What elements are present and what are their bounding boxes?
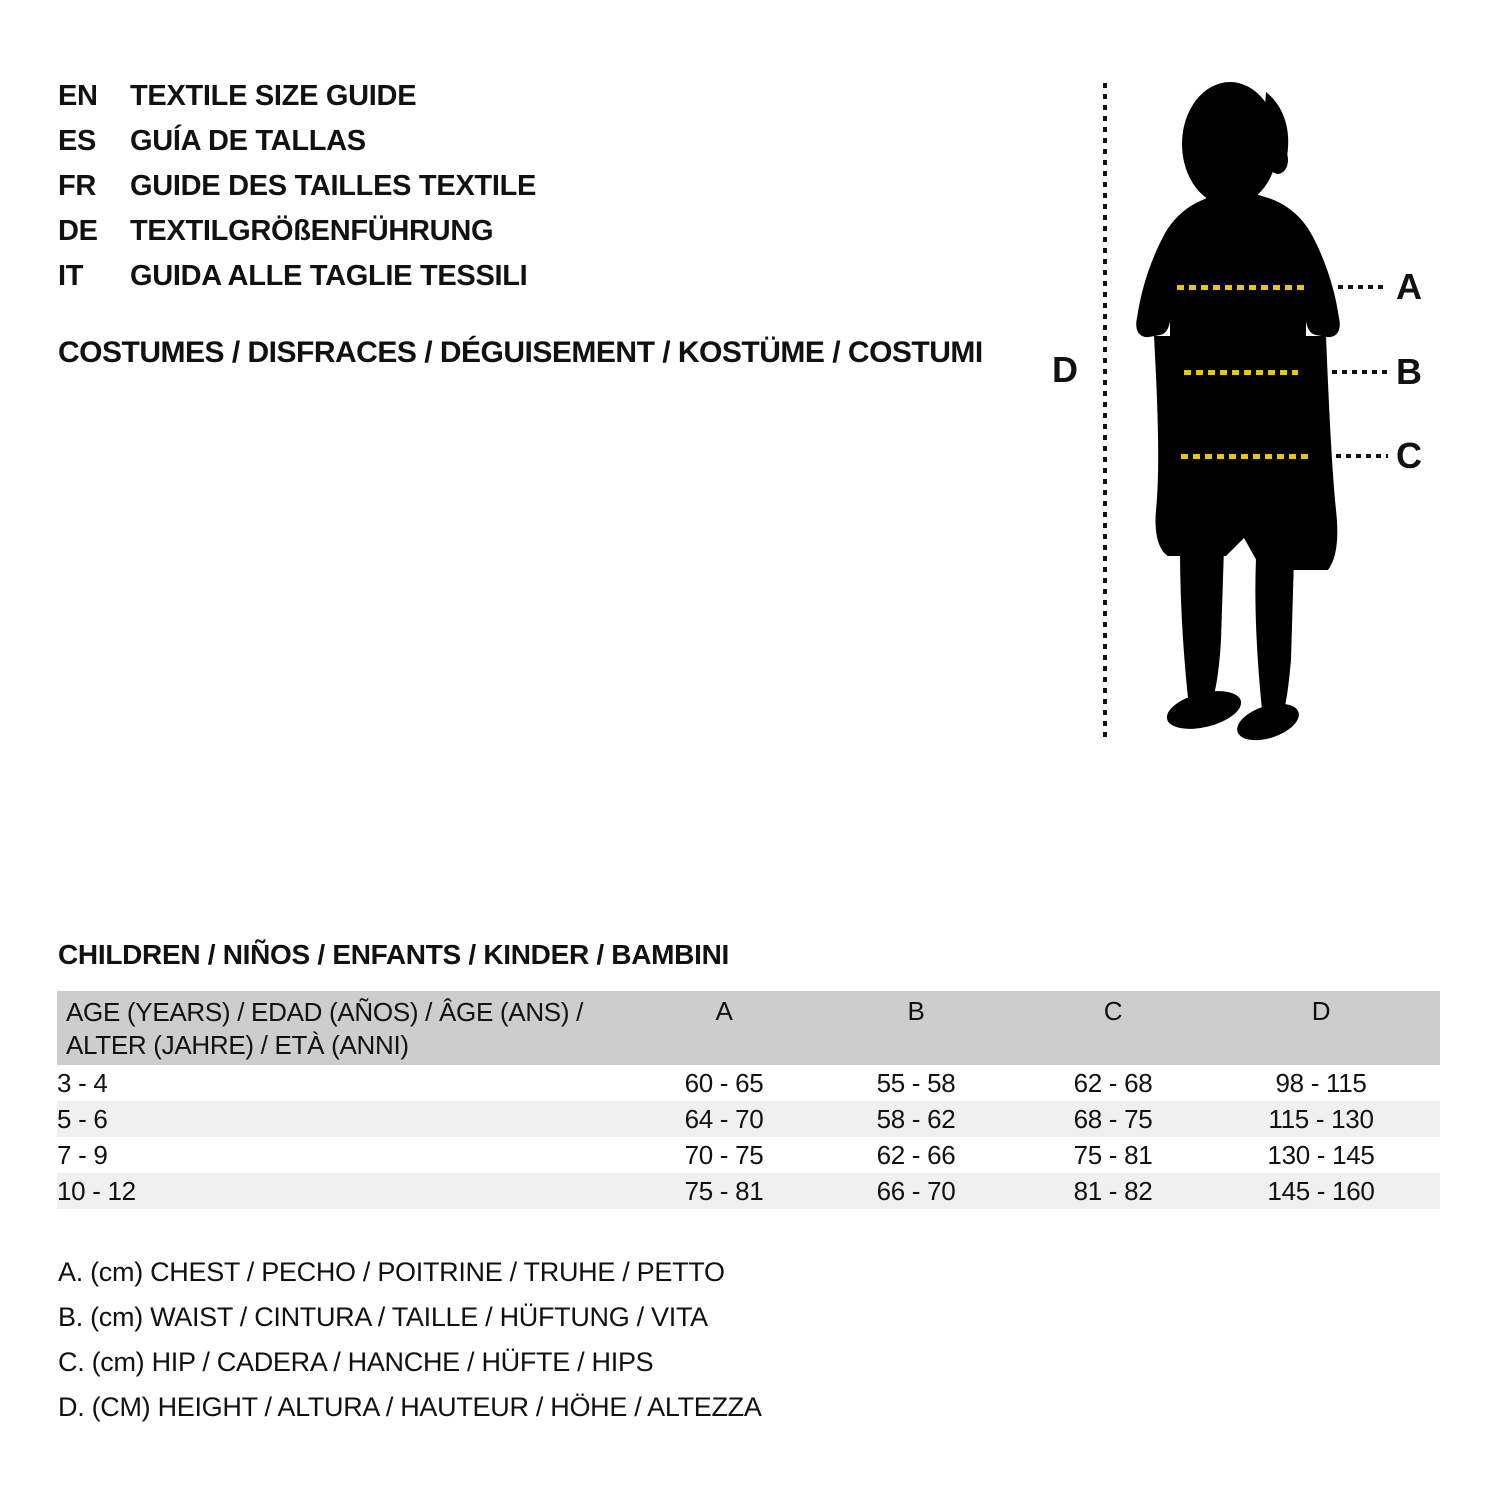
category-title: COSTUMES / DISFRACES / DÉGUISEMENT / KOS… (58, 336, 983, 369)
waist-measure-line (1184, 370, 1298, 375)
chest-cell: 75 - 81 (684, 1175, 764, 1206)
legend-hip: C. (cm) HIP / CADERA / HANCHE / HÜFTE / … (58, 1347, 654, 1377)
height-cell: 115 - 130 (1268, 1103, 1374, 1134)
waist-cell: 62 - 66 (876, 1139, 956, 1170)
size-table-header-row: AGE (YEARS) / EDAD (AÑOS) / ÂGE (ANS) / … (57, 991, 1440, 1065)
child-silhouette (1136, 82, 1340, 741)
waist-cell: 55 - 58 (876, 1067, 956, 1098)
language-code: ES (58, 125, 97, 157)
language-code: FR (58, 170, 97, 202)
children-section-title: CHILDREN / NIÑOS / ENFANTS / KINDER / BA… (58, 939, 729, 970)
marker-label-c: C (1396, 435, 1422, 476)
language-row-fr: FR GUIDE DES TAILLES TEXTILE (58, 164, 536, 209)
marker-label-b: B (1396, 351, 1422, 392)
waist-cell: 58 - 62 (876, 1103, 956, 1134)
table-row: 3 - 4 60 - 65 55 - 58 62 - 68 98 - 115 (57, 1065, 1440, 1101)
height-measure-dashed-line (1103, 83, 1107, 743)
language-label: GUÍA DE TALLAS (130, 125, 366, 157)
waist-connector-dots (1332, 370, 1388, 374)
height-cell: 130 - 145 (1267, 1139, 1375, 1170)
age-header-line2: ALTER (JAHRE) / ETÀ (ANNI) (66, 1030, 409, 1060)
measurement-legend: A. (cm) CHEST / PECHO / POITRINE / TRUHE… (58, 1250, 762, 1430)
chest-cell: 70 - 75 (684, 1139, 764, 1170)
chest-cell: 64 - 70 (684, 1103, 764, 1134)
language-label: GUIDE DES TAILLES TEXTILE (130, 170, 537, 202)
height-cell: 145 - 160 (1267, 1175, 1375, 1206)
chest-measure-line (1177, 285, 1305, 290)
language-code: IT (58, 260, 84, 292)
marker-label-a: A (1396, 266, 1422, 307)
table-row: 7 - 9 70 - 75 62 - 66 75 - 81 130 - 145 (57, 1137, 1440, 1173)
age-cell: 7 - 9 (57, 1139, 108, 1170)
language-code: EN (58, 80, 98, 112)
hip-cell: 68 - 75 (1073, 1103, 1153, 1134)
language-row-it: IT GUIDA ALLE TAGLIE TESSILI (58, 254, 536, 299)
legend-chest: A. (cm) CHEST / PECHO / POITRINE / TRUHE… (58, 1257, 725, 1287)
age-cell: 5 - 6 (57, 1103, 108, 1134)
table-row: 5 - 6 64 - 70 58 - 62 68 - 75 115 - 130 (57, 1101, 1440, 1137)
language-label: TEXTILGRÖßENFÜHRUNG (130, 215, 494, 247)
hip-measure-line (1181, 454, 1311, 459)
language-code: DE (58, 215, 98, 247)
age-cell: 3 - 4 (57, 1067, 108, 1098)
hip-cell: 81 - 82 (1073, 1175, 1153, 1206)
chest-connector-dots (1338, 285, 1388, 289)
language-row-es: ES GUÍA DE TALLAS (58, 119, 536, 164)
column-header-c: C (1103, 996, 1123, 1026)
hip-connector-dots (1336, 454, 1388, 458)
legend-height: D. (CM) HEIGHT / ALTURA / HAUTEUR / HÖHE… (58, 1392, 762, 1422)
column-header-d: D (1311, 996, 1331, 1026)
size-table: AGE (YEARS) / EDAD (AÑOS) / ÂGE (ANS) / … (57, 991, 1440, 1209)
hip-cell: 62 - 68 (1073, 1067, 1153, 1098)
hip-cell: 75 - 81 (1073, 1139, 1153, 1170)
age-header-line1: AGE (YEARS) / EDAD (AÑOS) / ÂGE (ANS) / (66, 997, 584, 1027)
column-header-b: B (907, 996, 925, 1026)
table-row: 10 - 12 75 - 81 66 - 70 81 - 82 145 - 16… (57, 1173, 1440, 1209)
waist-cell: 66 - 70 (876, 1175, 956, 1206)
language-label: TEXTILE SIZE GUIDE (130, 80, 417, 112)
language-label: GUIDA ALLE TAGLIE TESSILI (130, 260, 528, 292)
age-cell: 10 - 12 (57, 1175, 136, 1206)
language-row-en: EN TEXTILE SIZE GUIDE (58, 74, 536, 119)
language-title-list: EN TEXTILE SIZE GUIDE ES GUÍA DE TALLAS … (58, 74, 536, 299)
marker-label-d: D (1052, 349, 1078, 390)
language-row-de: DE TEXTILGRÖßENFÜHRUNG (58, 209, 536, 254)
chest-cell: 60 - 65 (684, 1067, 764, 1098)
height-cell: 98 - 115 (1275, 1067, 1367, 1098)
legend-waist: B. (cm) WAIST / CINTURA / TAILLE / HÜFTU… (58, 1302, 708, 1332)
age-column-header: AGE (YEARS) / EDAD (AÑOS) / ÂGE (ANS) / … (57, 991, 640, 1065)
column-header-a: A (715, 996, 733, 1026)
